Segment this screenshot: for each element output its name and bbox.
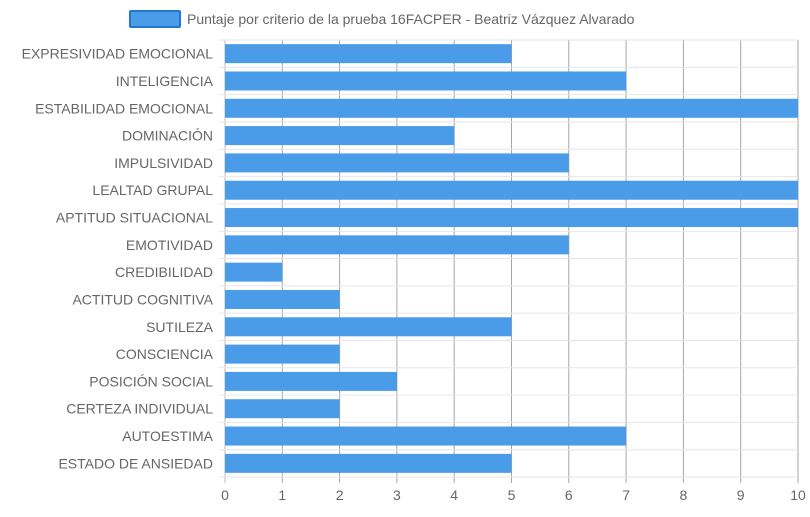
bar[interactable] <box>225 317 512 337</box>
bar[interactable] <box>225 180 798 200</box>
x-tick-label: 2 <box>336 487 344 503</box>
category-label: LEALTAD GRUPAL <box>92 182 213 198</box>
bar[interactable] <box>225 262 283 282</box>
x-tick-label: 4 <box>450 487 458 503</box>
bar[interactable] <box>225 344 340 364</box>
category-label: IMPULSIVIDAD <box>114 155 213 171</box>
x-axis-ticks: 0 1 2 3 4 5 6 7 8 9 10 <box>221 487 806 503</box>
bar[interactable] <box>225 371 397 391</box>
x-tick-label: 10 <box>790 487 806 503</box>
x-tick-label: 5 <box>508 487 516 503</box>
x-tick-label: 8 <box>680 487 688 503</box>
legend-label: Puntaje por criterio de la prueba 16FACP… <box>187 11 635 27</box>
bars <box>225 44 798 473</box>
x-tick-label: 3 <box>393 487 401 503</box>
bar[interactable] <box>225 126 455 146</box>
category-label: APTITUD SITUACIONAL <box>56 210 213 226</box>
category-label: SUTILEZA <box>146 319 214 335</box>
category-label: CERTEZA INDIVIDUAL <box>66 401 213 417</box>
bar[interactable] <box>225 426 627 446</box>
category-label: AUTOESTIMA <box>122 428 213 444</box>
x-tick-label: 1 <box>278 487 286 503</box>
x-tick-label: 0 <box>221 487 229 503</box>
legend[interactable]: Puntaje por criterio de la prueba 16FACP… <box>129 10 635 28</box>
category-label: CREDIBILIDAD <box>115 264 213 280</box>
category-label: EMOTIVIDAD <box>126 237 213 253</box>
category-labels: EXPRESIVIDAD EMOCIONAL INTELIGENCIA ESTABI… <box>22 46 214 472</box>
bar[interactable] <box>225 399 340 419</box>
category-label: INTELIGENCIA <box>116 73 214 89</box>
category-label: ACTITUD COGNITIVA <box>72 291 213 307</box>
bar[interactable] <box>225 44 512 64</box>
bar[interactable] <box>225 453 512 473</box>
bar[interactable] <box>225 289 340 309</box>
x-tick-label: 9 <box>737 487 745 503</box>
bar[interactable] <box>225 208 798 228</box>
bar[interactable] <box>225 153 569 173</box>
bar[interactable] <box>225 71 627 91</box>
x-tick-label: 7 <box>622 487 630 503</box>
category-label: DOMINACIÓN <box>122 128 213 144</box>
legend-swatch <box>129 10 181 28</box>
category-label: ESTABILIDAD EMOCIONAL <box>35 100 213 116</box>
category-label: POSICIÓN SOCIAL <box>89 373 213 389</box>
category-label: EXPRESIVIDAD EMOCIONAL <box>22 46 214 62</box>
bar[interactable] <box>225 235 569 255</box>
x-tick-label: 6 <box>565 487 573 503</box>
bar[interactable] <box>225 98 798 118</box>
category-label: CONSCIENCIA <box>116 346 214 362</box>
category-label: ESTADO DE ANSIEDAD <box>58 455 213 471</box>
